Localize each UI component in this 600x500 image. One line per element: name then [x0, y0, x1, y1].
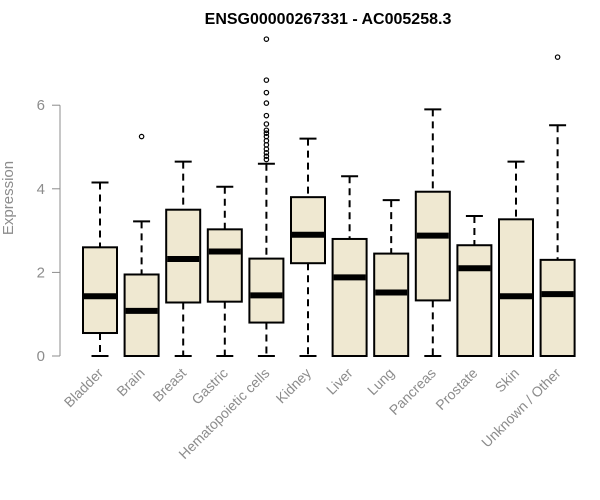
outlier-point	[263, 150, 270, 156]
box-group	[165, 160, 202, 357]
box-iqr	[456, 244, 493, 357]
x-tick-label: Bladder	[61, 365, 107, 411]
outlier-point	[263, 89, 270, 96]
outlier-point	[263, 156, 270, 163]
box-group	[456, 214, 493, 357]
outlier-point	[138, 133, 145, 140]
box-group	[498, 160, 534, 357]
box-group	[123, 133, 160, 357]
box-group	[539, 54, 576, 357]
x-tick-label: Skin	[492, 365, 523, 396]
outlier-point	[554, 54, 561, 60]
box-iqr	[248, 257, 285, 324]
box-group	[414, 108, 451, 357]
y-axis-label: Expression	[0, 161, 17, 235]
box-group	[373, 199, 410, 357]
box-iqr	[539, 258, 576, 357]
y-tick-label: 0	[37, 348, 45, 365]
outlier-point	[263, 100, 270, 106]
box-iqr	[414, 190, 451, 302]
box-group	[290, 137, 326, 357]
x-tick-label: Liver	[323, 365, 356, 398]
outlier-point	[263, 133, 270, 140]
chart-title: ENSG00000267331 - AC005258.3	[205, 11, 452, 28]
x-tick-label: Breast	[149, 365, 189, 405]
x-tick-label: Unknown / Other	[478, 365, 564, 451]
x-tick-label: Brain	[113, 365, 147, 399]
y-tick-label: 4	[37, 181, 45, 198]
box-iqr	[290, 196, 326, 265]
outlier-point	[263, 130, 270, 137]
box-group	[331, 175, 368, 358]
box-iqr	[123, 273, 160, 357]
outlier-point	[263, 112, 270, 119]
x-tick-label: Lung	[364, 365, 397, 398]
x-tick-label: Prostate	[432, 365, 480, 413]
box-group	[206, 185, 243, 357]
box-iqr	[206, 228, 243, 303]
x-tick-label: Kidney	[273, 365, 315, 407]
outlier-point	[263, 77, 270, 83]
y-axis: 0 2 4 6	[37, 97, 61, 365]
box-iqr	[82, 246, 118, 335]
outlier-point	[263, 153, 270, 159]
outlier-point	[263, 121, 270, 127]
y-tick-label: 2	[37, 264, 45, 281]
outlier-point	[263, 127, 270, 134]
boxes	[82, 36, 576, 358]
y-tick-label: 6	[37, 97, 45, 114]
box-iqr	[373, 252, 410, 357]
box-iqr	[331, 237, 368, 358]
outlier-point	[263, 36, 270, 42]
box-iqr	[498, 218, 534, 357]
box-group	[82, 181, 118, 357]
box-group	[248, 36, 285, 357]
